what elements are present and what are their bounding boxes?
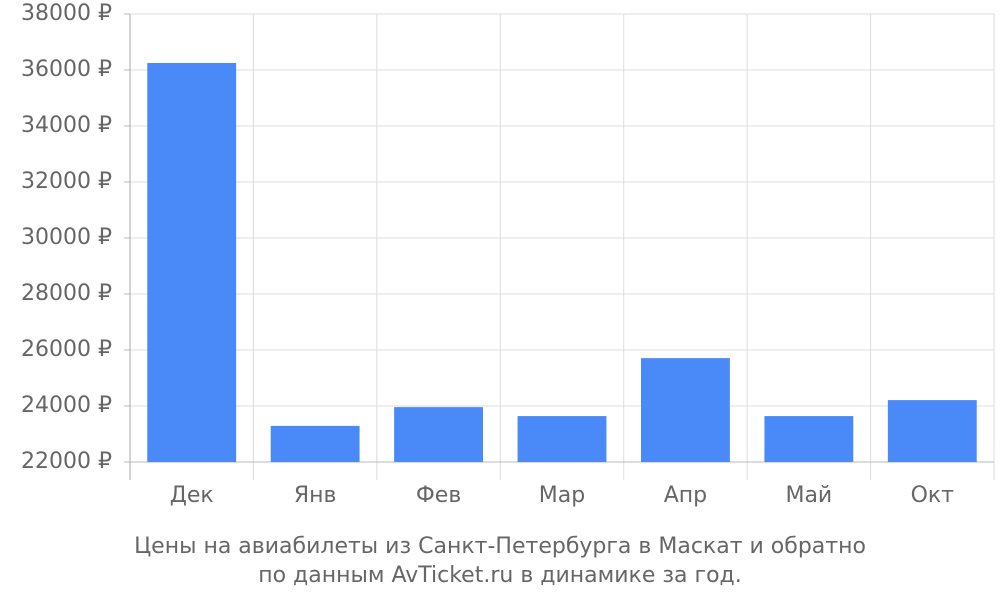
y-tick-label: 22000 ₽ (21, 449, 112, 474)
bar (270, 425, 360, 462)
y-tick-label: 24000 ₽ (21, 393, 112, 418)
bar (147, 63, 237, 462)
chart-title: Цены на авиабилеты из Санкт-Петербурга в… (134, 534, 866, 559)
x-tick-label: Апр (664, 483, 707, 508)
x-tick-label: Окт (911, 483, 955, 508)
y-tick-label: 26000 ₽ (21, 337, 112, 362)
y-tick-label: 34000 ₽ (21, 113, 112, 138)
y-tick-label: 28000 ₽ (21, 281, 112, 306)
bar (764, 416, 854, 462)
x-tick-label: Фев (416, 483, 461, 508)
y-tick-label: 30000 ₽ (21, 225, 112, 250)
bar (394, 407, 484, 462)
bar (517, 416, 607, 462)
y-tick-label: 32000 ₽ (21, 169, 112, 194)
x-tick-label: Дек (170, 483, 214, 508)
x-tick-label: Май (785, 483, 832, 508)
y-tick-label: 38000 ₽ (21, 1, 112, 26)
x-tick-label: Мар (539, 483, 585, 508)
x-tick-label: Янв (294, 483, 337, 508)
y-tick-label: 36000 ₽ (21, 57, 112, 82)
bar (640, 358, 730, 462)
chart-subtitle: по данным AvTicket.ru в динамике за год. (258, 563, 742, 588)
bar (887, 400, 977, 462)
